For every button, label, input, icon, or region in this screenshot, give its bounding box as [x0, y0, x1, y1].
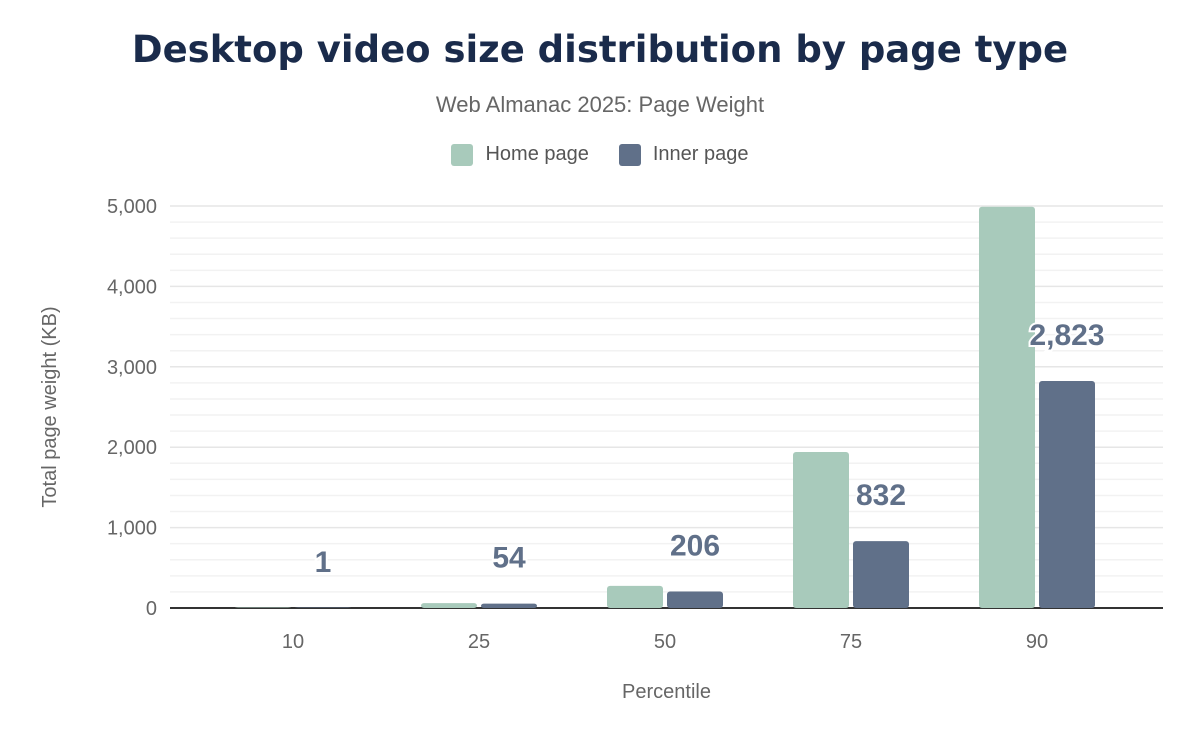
- y-axis-title: Total page weight (KB): [39, 306, 61, 507]
- bar-inner-page: [295, 607, 351, 608]
- x-axis-title: Percentile: [622, 681, 711, 703]
- x-tick-label: 90: [1026, 631, 1048, 653]
- bar-home-page: [793, 452, 849, 608]
- x-tick-label: 25: [468, 631, 490, 653]
- y-tick-label: 5,000: [107, 196, 157, 218]
- data-label: 1: [315, 546, 332, 579]
- bar-inner-page: [667, 591, 723, 608]
- y-tick-label: 3,000: [107, 357, 157, 379]
- bar-inner-page: [853, 541, 909, 608]
- legend-item-home-page[interactable]: Home page: [451, 143, 589, 166]
- legend-item-inner-page[interactable]: Inner page: [618, 143, 749, 166]
- y-tick-label: 1,000: [107, 518, 157, 540]
- bar-inner-page: [481, 603, 537, 608]
- x-tick-label: 10: [282, 631, 304, 653]
- x-tick-label: 50: [654, 631, 676, 653]
- data-label: 206: [670, 529, 720, 562]
- bar-home-page: [607, 585, 663, 608]
- legend: Home page Inner page: [0, 143, 1200, 166]
- y-tick-label: 0: [146, 598, 157, 620]
- legend-swatch-home-page: [451, 143, 474, 166]
- bar-home-page: [235, 607, 291, 608]
- y-tick-label: 4,000: [107, 276, 157, 298]
- data-label: 54: [492, 542, 526, 575]
- chart-subtitle: Web Almanac 2025: Page Weight: [435, 92, 765, 117]
- legend-label-home-page: Home page: [485, 143, 589, 165]
- chart-title: Desktop video size distribution by page …: [131, 28, 1069, 71]
- data-label: 2,823: [1029, 319, 1104, 352]
- bar-home-page: [421, 603, 477, 608]
- legend-label-inner-page: Inner page: [652, 143, 749, 165]
- bar-home-page: [979, 206, 1035, 608]
- data-label: 832: [856, 479, 906, 512]
- bar-inner-page: [1039, 381, 1095, 608]
- x-tick-label: 75: [840, 631, 862, 653]
- y-tick-label: 2,000: [107, 437, 157, 459]
- legend-swatch-inner-page: [618, 143, 641, 166]
